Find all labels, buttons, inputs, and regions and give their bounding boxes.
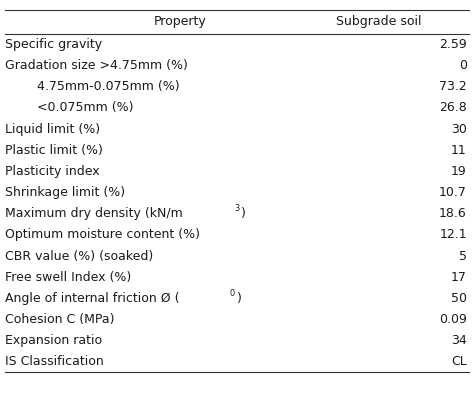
Text: ): ) [241, 207, 246, 220]
Text: 50: 50 [451, 292, 467, 305]
Text: CBR value (%) (soaked): CBR value (%) (soaked) [5, 249, 153, 263]
Text: Plastic limit (%): Plastic limit (%) [5, 144, 102, 157]
Text: 3: 3 [234, 204, 239, 213]
Text: 0: 0 [230, 289, 235, 298]
Text: Optimum moisture content (%): Optimum moisture content (%) [5, 228, 200, 241]
Text: 0: 0 [230, 289, 235, 298]
Text: 0.09: 0.09 [439, 313, 467, 326]
Text: 5: 5 [459, 249, 467, 263]
Text: 26.8: 26.8 [439, 101, 467, 114]
Text: Property: Property [154, 15, 207, 28]
Text: ): ) [237, 292, 241, 305]
Text: 34: 34 [451, 334, 467, 347]
Text: Shrinkage limit (%): Shrinkage limit (%) [5, 186, 125, 199]
Text: 2.59: 2.59 [439, 38, 467, 51]
Text: 73.2: 73.2 [439, 80, 467, 93]
Text: 12.1: 12.1 [439, 228, 467, 241]
Text: Gradation size >4.75mm (%): Gradation size >4.75mm (%) [5, 59, 188, 72]
Text: 11: 11 [451, 144, 467, 157]
Text: 18.6: 18.6 [439, 207, 467, 220]
Text: Subgrade soil: Subgrade soil [337, 15, 422, 28]
Text: CL: CL [451, 355, 467, 368]
Text: 10.7: 10.7 [439, 186, 467, 199]
Text: Cohesion C (MPa): Cohesion C (MPa) [5, 313, 114, 326]
Text: 17: 17 [451, 271, 467, 284]
Text: 30: 30 [451, 123, 467, 136]
Text: 3: 3 [234, 204, 239, 213]
Text: Expansion ratio: Expansion ratio [5, 334, 102, 347]
Text: Specific gravity: Specific gravity [5, 38, 102, 51]
Text: 0: 0 [459, 59, 467, 72]
Text: Angle of internal friction Ø (: Angle of internal friction Ø ( [5, 292, 179, 305]
Text: Liquid limit (%): Liquid limit (%) [5, 123, 100, 136]
Text: 4.75mm-0.075mm (%): 4.75mm-0.075mm (%) [5, 80, 179, 93]
Text: IS Classification: IS Classification [5, 355, 103, 368]
Text: 19: 19 [451, 165, 467, 178]
Text: <0.075mm (%): <0.075mm (%) [5, 101, 133, 114]
Text: Plasticity index: Plasticity index [5, 165, 100, 178]
Text: Free swell Index (%): Free swell Index (%) [5, 271, 131, 284]
Text: Maximum dry density (kN/m: Maximum dry density (kN/m [5, 207, 182, 220]
